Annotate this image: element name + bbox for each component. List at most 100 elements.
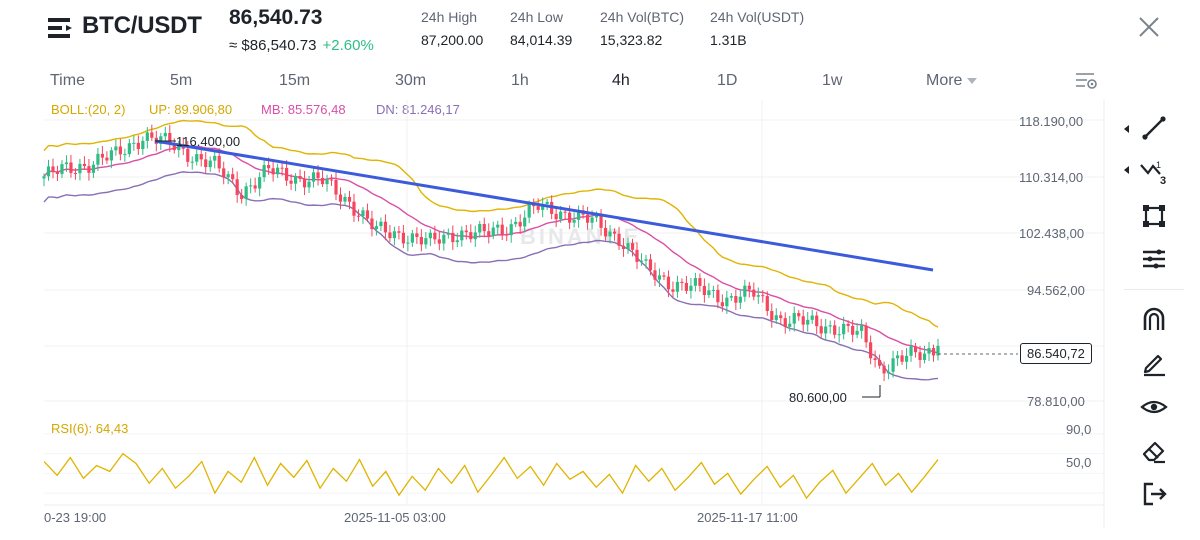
tab-5m[interactable]: 5m (170, 72, 193, 89)
candle-body (630, 243, 635, 250)
bollinger-bands (43, 119, 939, 381)
candle-body (401, 232, 405, 244)
candle-body (801, 316, 805, 325)
candle-body (262, 165, 266, 178)
rectangle-tool[interactable] (1138, 200, 1170, 232)
fib-tool-icon: 13 (1140, 160, 1166, 187)
candle-body (406, 242, 410, 244)
candle-body (347, 196, 352, 202)
candle-body (451, 232, 455, 243)
candle-body (711, 289, 715, 291)
candle-body (87, 166, 91, 173)
chart-settings-icon[interactable] (1074, 71, 1098, 91)
candle-body (419, 236, 423, 245)
candle-body (590, 217, 594, 223)
tab-1h[interactable]: 1h (511, 72, 529, 89)
candle-body (204, 159, 208, 168)
candle-body (644, 259, 648, 261)
candle-body (397, 231, 401, 233)
candle-body (500, 224, 504, 235)
boll-up: UP: 89.906,80 (149, 102, 233, 117)
candle-body (482, 224, 486, 232)
price-axis-label: 102.438,00 (1019, 226, 1085, 241)
candle-body (293, 176, 298, 184)
candle-body (536, 206, 540, 210)
tab-1d[interactable]: 1D (717, 72, 738, 89)
expand-left-icon[interactable] (1124, 125, 1129, 133)
candle-body (922, 353, 927, 360)
menu-list-icon[interactable] (48, 16, 74, 40)
price-usd-row: ≈ $86,540.73 +2.60% (229, 37, 374, 54)
candle-body (671, 289, 675, 292)
candle-body (716, 289, 720, 303)
candle-body (639, 260, 644, 262)
svg-text:3: 3 (1160, 175, 1166, 187)
pair-name[interactable]: BTC/USDT (82, 12, 202, 39)
candle-body (302, 178, 307, 188)
tab-4h[interactable]: 4h (612, 72, 630, 89)
tab-time[interactable]: Time (50, 72, 85, 89)
low-annotation: 80.600,00 (789, 390, 847, 405)
stat-label-vol-usdt: 24h Vol(USDT) (710, 9, 805, 25)
tab-30m[interactable]: 30m (395, 72, 427, 89)
tab-15m[interactable]: 15m (279, 72, 311, 89)
candle-body (226, 174, 230, 178)
candle-body (267, 165, 271, 169)
rsi-axis-label: 90,0 (1066, 422, 1092, 437)
candle-body (846, 323, 850, 326)
parallel-lines-tool[interactable] (1138, 243, 1170, 275)
candle-body (325, 179, 329, 185)
candle-body (356, 215, 361, 217)
close-icon[interactable] (1138, 16, 1160, 38)
current-price-tag: 86.540,72 (1020, 343, 1092, 364)
candle-body (244, 186, 248, 200)
candle-body (554, 213, 558, 220)
candle-body (666, 276, 671, 290)
candle-body (514, 221, 518, 225)
exit-tool[interactable] (1138, 478, 1170, 510)
candle-body (680, 281, 684, 283)
candle-body (132, 142, 136, 144)
candle-body (69, 162, 73, 173)
chevron-down-icon (967, 77, 978, 84)
candle-body (509, 224, 513, 236)
candle-body (855, 330, 859, 335)
candle-body (329, 179, 334, 181)
candle-body (523, 217, 527, 227)
candle-body (478, 224, 482, 233)
stat-value-low: 84,014.39 (510, 32, 573, 48)
candle-body (783, 318, 787, 327)
stat-value-high: 87,200.00 (421, 32, 484, 48)
candle-body (316, 172, 320, 178)
candle-body (127, 143, 131, 155)
candle-body (51, 166, 55, 172)
expand-left-icon[interactable] (1124, 166, 1129, 174)
candle-body (572, 219, 576, 223)
time-axis-label: 2025-11-17 11:00 (697, 510, 798, 525)
visibility-tool[interactable] (1138, 391, 1170, 423)
candle-body (756, 295, 760, 297)
stat-label-vol-btc: 24h Vol(BTC) (600, 9, 685, 25)
candle-body (311, 172, 316, 182)
candle-body (869, 342, 873, 359)
magnet-tool[interactable] (1138, 304, 1170, 336)
tab-more[interactable]: More (926, 72, 978, 90)
trend-line-tool[interactable] (1138, 112, 1170, 144)
trend-line[interactable] (154, 139, 934, 272)
candle-body (612, 231, 617, 234)
svg-text:1: 1 (1156, 160, 1161, 170)
eraser-tool[interactable] (1138, 435, 1170, 467)
draw-tool[interactable] (1138, 346, 1170, 378)
candle-body (455, 240, 459, 243)
candle-body (334, 180, 338, 195)
tab-1w[interactable]: 1w (822, 72, 843, 89)
candle-body (842, 323, 846, 335)
candle-body (693, 278, 698, 286)
candle-body (136, 142, 140, 150)
candle-body (60, 164, 64, 174)
candle-body (657, 275, 662, 280)
candle-body (702, 285, 706, 296)
candle-body (828, 325, 832, 327)
